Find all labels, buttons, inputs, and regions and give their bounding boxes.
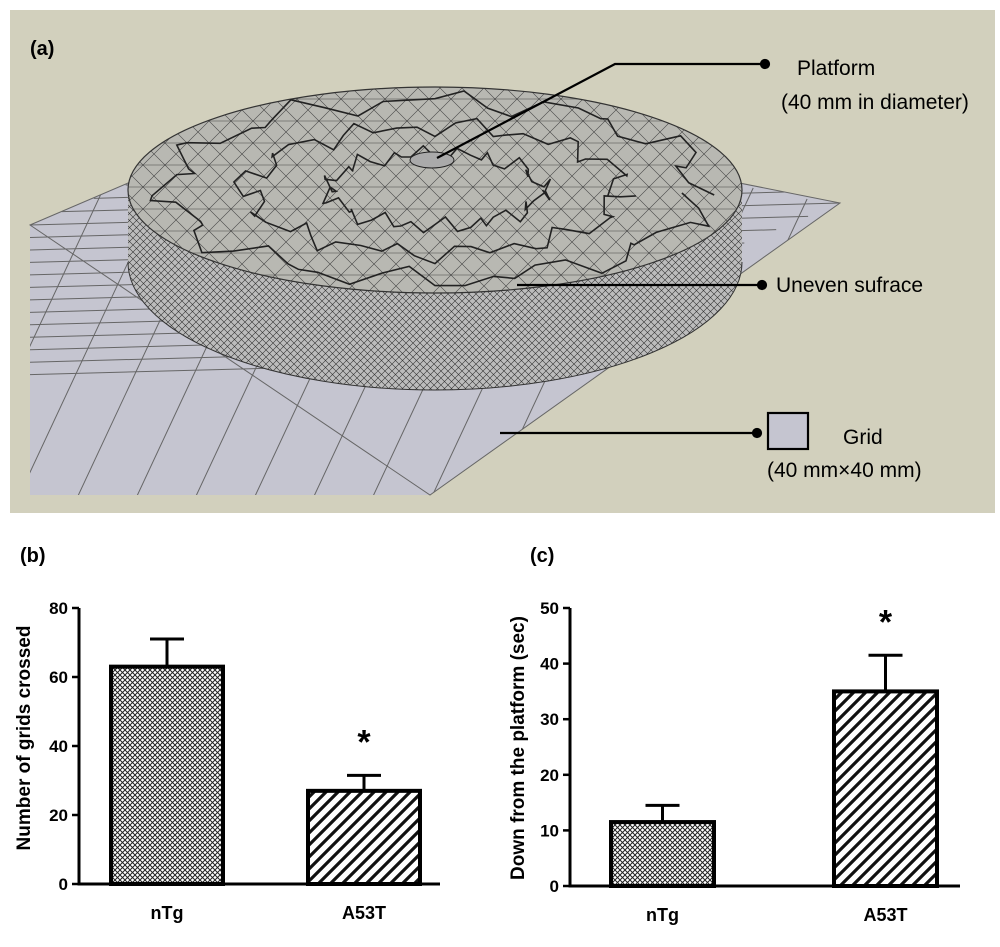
center-platform [409, 151, 455, 169]
y-axis-label: Number of grids crossed [14, 626, 35, 851]
y-tick-label: 10 [540, 821, 559, 840]
panel-c-label: (c) [530, 545, 554, 567]
y-tick-label: 0 [550, 877, 559, 896]
y-tick-label: 60 [49, 668, 68, 687]
panel-b-label: (b) [20, 545, 46, 567]
plot-area: 0 20 40 60 80 nTg A53T * [49, 599, 440, 923]
platform-label: Platform [797, 57, 875, 80]
x-tick-label: A53T [342, 903, 386, 923]
platform-size-label: (40 mm in diameter) [781, 91, 969, 114]
apparatus-illustration: (a) Platform (40 mm in diameter) Uneven … [10, 10, 995, 513]
y-tick-label: 30 [540, 710, 559, 729]
grid-size-label: (40 mm×40 mm) [767, 459, 922, 482]
bar-a53t [832, 689, 939, 888]
bar-ntg [109, 664, 225, 886]
x-tick-label: nTg [151, 903, 184, 923]
y-tick-label: 20 [540, 766, 559, 785]
bar-ntg [609, 820, 716, 888]
significance-marker: * [357, 723, 371, 761]
x-tick-label: A53T [863, 905, 907, 925]
grid-legend-swatch [766, 411, 810, 451]
plot-area: 0 10 20 30 40 50 nTg A53T * [540, 599, 960, 925]
bar-a53t [306, 788, 422, 887]
panel-a-label: (a) [30, 38, 54, 60]
platform-disc [127, 86, 743, 391]
surface-label: Uneven sufrace [776, 274, 923, 297]
y-tick-label: 40 [540, 655, 559, 674]
chart-b: (b) Number of grids crossed 0 20 40 60 80 nTg… [14, 545, 440, 923]
chart-c: (c) Down from the platform (sec) 0 10 20 30… [508, 545, 960, 925]
x-tick-label: nTg [646, 905, 679, 925]
grid-label: Grid [843, 426, 883, 449]
y-tick-label: 0 [59, 875, 68, 894]
y-tick-label: 80 [49, 599, 68, 618]
y-tick-label: 50 [540, 599, 559, 618]
y-tick-label: 40 [49, 737, 68, 756]
callouts [436, 58, 771, 439]
significance-marker: * [879, 603, 893, 641]
y-tick-label: 20 [49, 806, 68, 825]
y-axis-label: Down from the platform (sec) [508, 616, 529, 880]
